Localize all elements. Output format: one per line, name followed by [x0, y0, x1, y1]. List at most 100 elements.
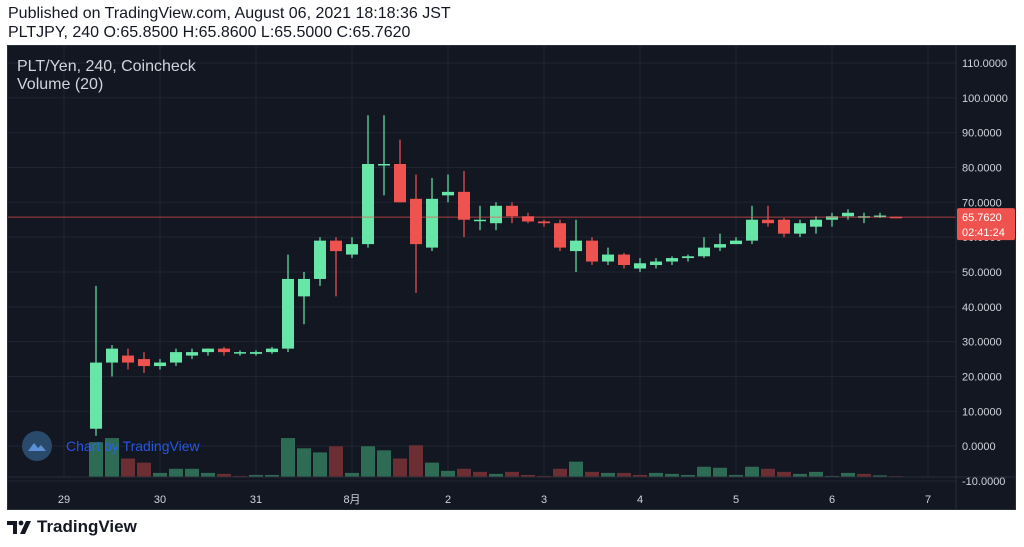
y-tick-label: 80.0000: [962, 162, 1002, 174]
x-tick-label: 4: [637, 494, 643, 506]
plot-background: [8, 46, 1015, 509]
y-tick-label: 70.0000: [962, 197, 1002, 209]
candle-body: [794, 223, 806, 234]
chart-panel[interactable]: 110.0000 100.0000 90.0000 80.0000 70.0000 6 0.…: [7, 45, 1016, 510]
y-tick-label: 110.0000: [962, 58, 1007, 70]
volume-bar: [809, 471, 823, 477]
candle-body: [506, 205, 518, 217]
volume-bar: [601, 472, 615, 477]
candle-body: [426, 198, 438, 248]
candle-body: [714, 244, 726, 248]
candle-body: [378, 163, 390, 166]
candle-body: [810, 219, 822, 227]
volume-bar: [713, 467, 727, 477]
candle-body: [538, 221, 550, 224]
candle-body: [698, 247, 710, 257]
candle-body: [122, 355, 134, 363]
volume-bar: [345, 472, 359, 477]
candle-body: [394, 163, 406, 203]
candle-body: [90, 362, 102, 429]
candle-body: [762, 219, 774, 224]
candle-body: [186, 352, 198, 356]
last-price-badge: [957, 208, 1015, 241]
candle-body: [154, 362, 166, 367]
candlestick-chart[interactable]: 110.0000 100.0000 90.0000 80.0000 70.0000 6 0.…: [8, 46, 1015, 509]
volume-bar: [265, 474, 279, 477]
candle-body: [218, 348, 230, 353]
volume-bar: [249, 474, 263, 477]
candle-body: [314, 240, 326, 279]
candle-body: [522, 216, 534, 222]
candle-body: [586, 240, 598, 262]
volume-bar: [409, 445, 423, 477]
volume-bar: [569, 461, 583, 477]
tradingview-logo-icon: [7, 520, 31, 534]
y-tick-label: 100.0000: [962, 93, 1008, 105]
candle-body: [554, 223, 566, 248]
volume-bar: [697, 466, 711, 477]
candle-body: [650, 261, 662, 266]
volume-bar: [649, 472, 663, 477]
x-tick-label: 31: [250, 494, 262, 506]
volume-bar: [457, 468, 471, 477]
candle-body: [666, 258, 678, 262]
volume-bar: [777, 471, 791, 477]
volume-bar: [217, 473, 231, 477]
y-tick-label: 30.0000: [962, 337, 1002, 349]
volume-legend[interactable]: Volume (20): [17, 76, 104, 93]
x-tick-label: 6: [829, 494, 835, 506]
candle-body: [746, 219, 758, 241]
volume-bar: [745, 466, 759, 477]
candle-body: [170, 352, 182, 363]
volume-bar: [169, 468, 183, 477]
y-tick-label: 20.0000: [962, 371, 1002, 383]
ohlc-line: PLTJPY, 240 O:65.8500 H:65.8600 L:65.500…: [8, 24, 411, 41]
volume-bar: [393, 458, 407, 477]
candle-body: [266, 348, 278, 353]
tradingview-brand: TradingView: [7, 517, 137, 537]
volume-bar: [873, 475, 887, 477]
volume-bar: [121, 458, 135, 477]
x-tick-label: 29: [58, 494, 70, 506]
volume-bar: [857, 473, 871, 477]
volume-bar: [585, 471, 599, 477]
volume-bar: [377, 450, 391, 477]
volume-bar: [729, 474, 743, 477]
candle-body: [298, 278, 310, 297]
candle-body: [282, 278, 294, 349]
volume-bar: [665, 473, 679, 477]
brand-text: TradingView: [37, 517, 137, 536]
volume-bar: [633, 474, 647, 477]
candle-body: [458, 191, 470, 220]
volume-bar: [153, 472, 167, 477]
y-tick-label: 0.0000: [962, 441, 996, 453]
symbol-legend[interactable]: PLT/Yen, 240, Coincheck: [17, 58, 196, 75]
candle-body: [474, 219, 486, 222]
volume-bar: [313, 452, 327, 477]
volume-bar: [297, 448, 311, 477]
volume-bar: [553, 468, 567, 477]
candle-body: [202, 348, 214, 353]
last-price-value: 65.7620: [962, 212, 1002, 224]
y-tick-label: 90.0000: [962, 128, 1002, 140]
candle-body: [138, 359, 150, 367]
candle-body: [410, 198, 422, 245]
volume-bar: [841, 472, 855, 477]
candle-body: [362, 163, 374, 245]
volume-bar: [281, 438, 295, 477]
candle-body: [842, 212, 854, 217]
x-tick-label: 5: [733, 494, 739, 506]
y-tick-label: 50.0000: [962, 267, 1002, 279]
candle-body: [346, 244, 358, 255]
watermark-text: Chart by TradingView: [66, 438, 200, 454]
volume-bar: [521, 474, 535, 477]
volume-bar: [137, 462, 151, 477]
volume-bar: [617, 472, 631, 477]
x-tick-label: 8月: [343, 494, 360, 506]
volume-bar: [361, 446, 375, 477]
candle-body: [634, 263, 646, 269]
candle-body: [250, 352, 262, 354]
volume-bar: [473, 471, 487, 477]
candle-body: [490, 205, 502, 224]
volume-bar: [89, 442, 103, 477]
